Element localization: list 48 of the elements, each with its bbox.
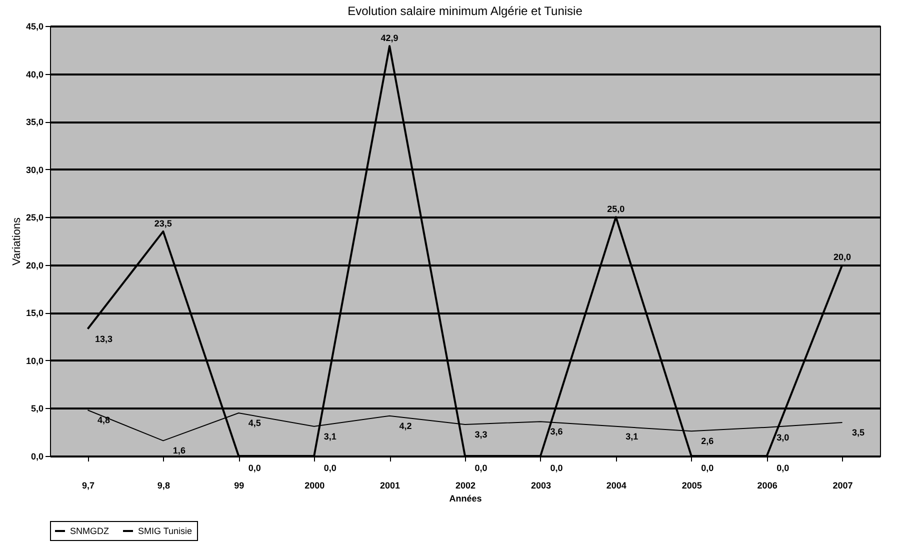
data-label: 23,5: [154, 218, 172, 228]
data-label: 2,6: [701, 436, 714, 446]
x-tick-label: 2001: [380, 480, 400, 490]
x-tick-label: 9,7: [82, 480, 94, 490]
legend-label: SMIG Tunisie: [138, 526, 192, 536]
data-label: 0,0: [324, 463, 336, 473]
data-label: 0,0: [550, 463, 563, 473]
x-tick-label: 9,8: [157, 480, 170, 490]
data-label: 3,0: [776, 432, 790, 442]
y-tick-label: 45,0: [26, 22, 44, 32]
y-tick-label: 10,0: [26, 356, 44, 366]
data-label: 4,8: [97, 415, 110, 426]
x-tick-label: 2005: [682, 480, 702, 490]
legend-label: SNMGDZ: [70, 526, 110, 536]
x-tick-label: 2003: [530, 480, 551, 490]
y-tick-label: 15,0: [26, 308, 44, 318]
x-axis-title: Années: [449, 494, 482, 504]
data-label: 4,5: [248, 418, 261, 428]
data-label: 1,6: [172, 446, 186, 456]
data-label: 0,0: [701, 463, 714, 473]
x-tick-label: 2004: [606, 480, 626, 490]
data-label: 3,1: [324, 431, 336, 442]
data-label: 42,9: [380, 33, 398, 44]
data-label: 3,6: [550, 426, 563, 437]
data-label: 20,0: [834, 252, 852, 262]
data-label: 4,2: [399, 420, 412, 431]
data-label: 3,1: [626, 431, 638, 442]
y-tick-label: 30,0: [26, 164, 44, 175]
y-tick-label: 20,0: [26, 260, 44, 270]
data-label: 0,0: [474, 463, 488, 473]
y-axis-title: Variations: [10, 216, 23, 266]
chart-title: Evolution salaire minimum Algérie et Tunisie: [348, 4, 583, 18]
y-tick-label: 0,0: [30, 452, 44, 462]
y-tick-label: 25,0: [26, 212, 44, 223]
data-label: 3,3: [474, 429, 488, 440]
data-label: 13,3: [94, 334, 112, 344]
x-tick-label: 2000: [304, 480, 325, 490]
data-label: 3,5: [852, 428, 865, 438]
data-label: 25,0: [607, 204, 625, 214]
data-label: 0,0: [776, 463, 790, 473]
x-tick-label: 2007: [832, 480, 853, 490]
y-tick-label: 40,0: [26, 69, 44, 80]
x-tick-label: 2006: [757, 480, 778, 490]
y-tick-label: 5,0: [30, 404, 44, 414]
y-tick-label: 35,0: [26, 117, 44, 128]
x-tick-label: 99: [234, 480, 244, 490]
x-tick-label: 2002: [455, 480, 476, 490]
data-label: 0,0: [248, 463, 261, 473]
